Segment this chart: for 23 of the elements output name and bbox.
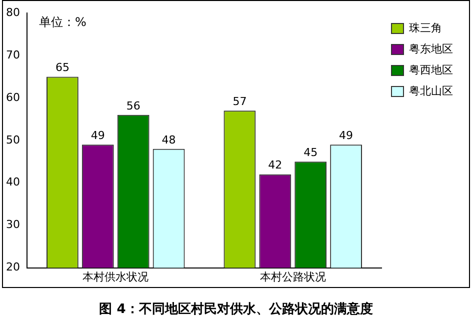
- y-tick-label: 30: [6, 218, 20, 232]
- x-tick-label: 本村供水状况: [82, 270, 149, 284]
- data-label: 65: [55, 61, 70, 74]
- data-label: 56: [126, 99, 140, 112]
- legend-label: 珠三角: [409, 21, 442, 34]
- data-label: 42: [268, 158, 282, 172]
- y-tick-label: 40: [6, 176, 20, 189]
- x-tick-label: 本村公路状况: [260, 270, 326, 284]
- data-label: 49: [339, 129, 354, 142]
- data-label: 45: [304, 146, 318, 159]
- y-tick-label: 60: [6, 90, 20, 104]
- y-tick-label: 70: [6, 48, 20, 62]
- legend-label: 粤东地区: [409, 42, 453, 56]
- y-tick-label: 50: [6, 133, 20, 146]
- caption: 图 4：不同地区村民对供水、公路状况的满意度: [98, 300, 374, 318]
- legend-label: 粤西地区: [409, 63, 453, 76]
- data-label: 49: [90, 129, 105, 142]
- y-tick-label: 80: [6, 6, 20, 19]
- y-tick-label: 20: [6, 260, 20, 274]
- data-label: 57: [232, 95, 247, 108]
- legend-label: 粤北山区: [409, 84, 453, 98]
- data-label: 48: [162, 133, 176, 146]
- annotation: 单位：%: [38, 15, 86, 30]
